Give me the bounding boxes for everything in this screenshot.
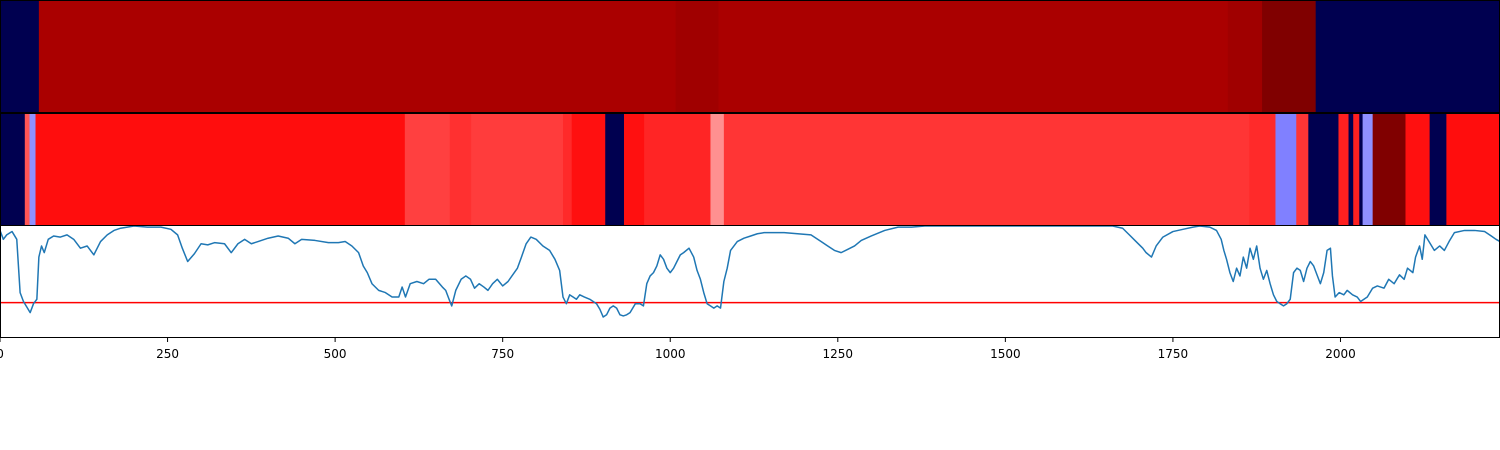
band-1-segment-16 [1296, 113, 1309, 225]
band-1-segment-22 [1362, 113, 1374, 225]
band-1-segment-26 [1446, 113, 1500, 225]
x-tick-label-5: 1250 [823, 347, 854, 361]
band-0-segment-2 [675, 0, 719, 112]
x-tick-label-2: 500 [324, 347, 347, 361]
heatmap-band-top [0, 0, 1500, 112]
band-1-segment-23 [1372, 113, 1406, 225]
band-1-segment-8 [571, 113, 606, 225]
band-1-segment-10 [623, 113, 645, 225]
band-1-segment-14 [1249, 113, 1276, 225]
band-0-segment-5 [1262, 0, 1317, 112]
band-0-segment-3 [718, 0, 1229, 112]
x-tick-label-4: 1000 [655, 347, 686, 361]
band-1-segment-24 [1405, 113, 1431, 225]
line-panel [0, 225, 1500, 338]
band-0-segment-6 [1315, 0, 1500, 112]
band-1-segment-18 [1338, 113, 1350, 225]
x-tick-label-0: 0 [0, 347, 4, 361]
band-1-segment-21 [1359, 113, 1364, 225]
band-1-segment-5 [449, 113, 472, 225]
x-tick-label-6: 1500 [990, 347, 1021, 361]
x-tick-label-3: 750 [491, 347, 514, 361]
x-axis: 0 250 500 750 1000 1250 1500 1750 2000 [0, 338, 1356, 361]
band-0-segment-0 [0, 0, 40, 112]
band-1-segment-1 [24, 113, 30, 225]
band-0-segment-1 [38, 0, 677, 112]
band-1-segment-11 [644, 113, 711, 225]
band-1-segment-6 [471, 113, 564, 225]
band-1-segment-17 [1308, 113, 1339, 225]
band-0-segment-4 [1227, 0, 1263, 112]
band-1-segment-7 [563, 113, 573, 225]
band-1-segment-9 [605, 113, 625, 225]
heatmap-band-middle [0, 113, 1500, 225]
band-1-segment-3 [35, 113, 406, 225]
line-panel-background [0, 225, 1500, 338]
band-1-segment-19 [1348, 113, 1354, 225]
band-1-segment-13 [723, 113, 1250, 225]
band-1-segment-20 [1353, 113, 1360, 225]
band-1-segment-0 [0, 113, 26, 225]
band-1-segment-2 [29, 113, 37, 225]
x-tick-label-1: 250 [156, 347, 179, 361]
band-1-segment-25 [1429, 113, 1447, 225]
band-1-segment-4 [404, 113, 451, 225]
x-tick-label-8: 2000 [1325, 347, 1356, 361]
x-tick-label-7: 1750 [1158, 347, 1189, 361]
series-line [0, 225, 1500, 318]
band-1-segment-12 [710, 113, 725, 225]
band-1-segment-15 [1275, 113, 1297, 225]
